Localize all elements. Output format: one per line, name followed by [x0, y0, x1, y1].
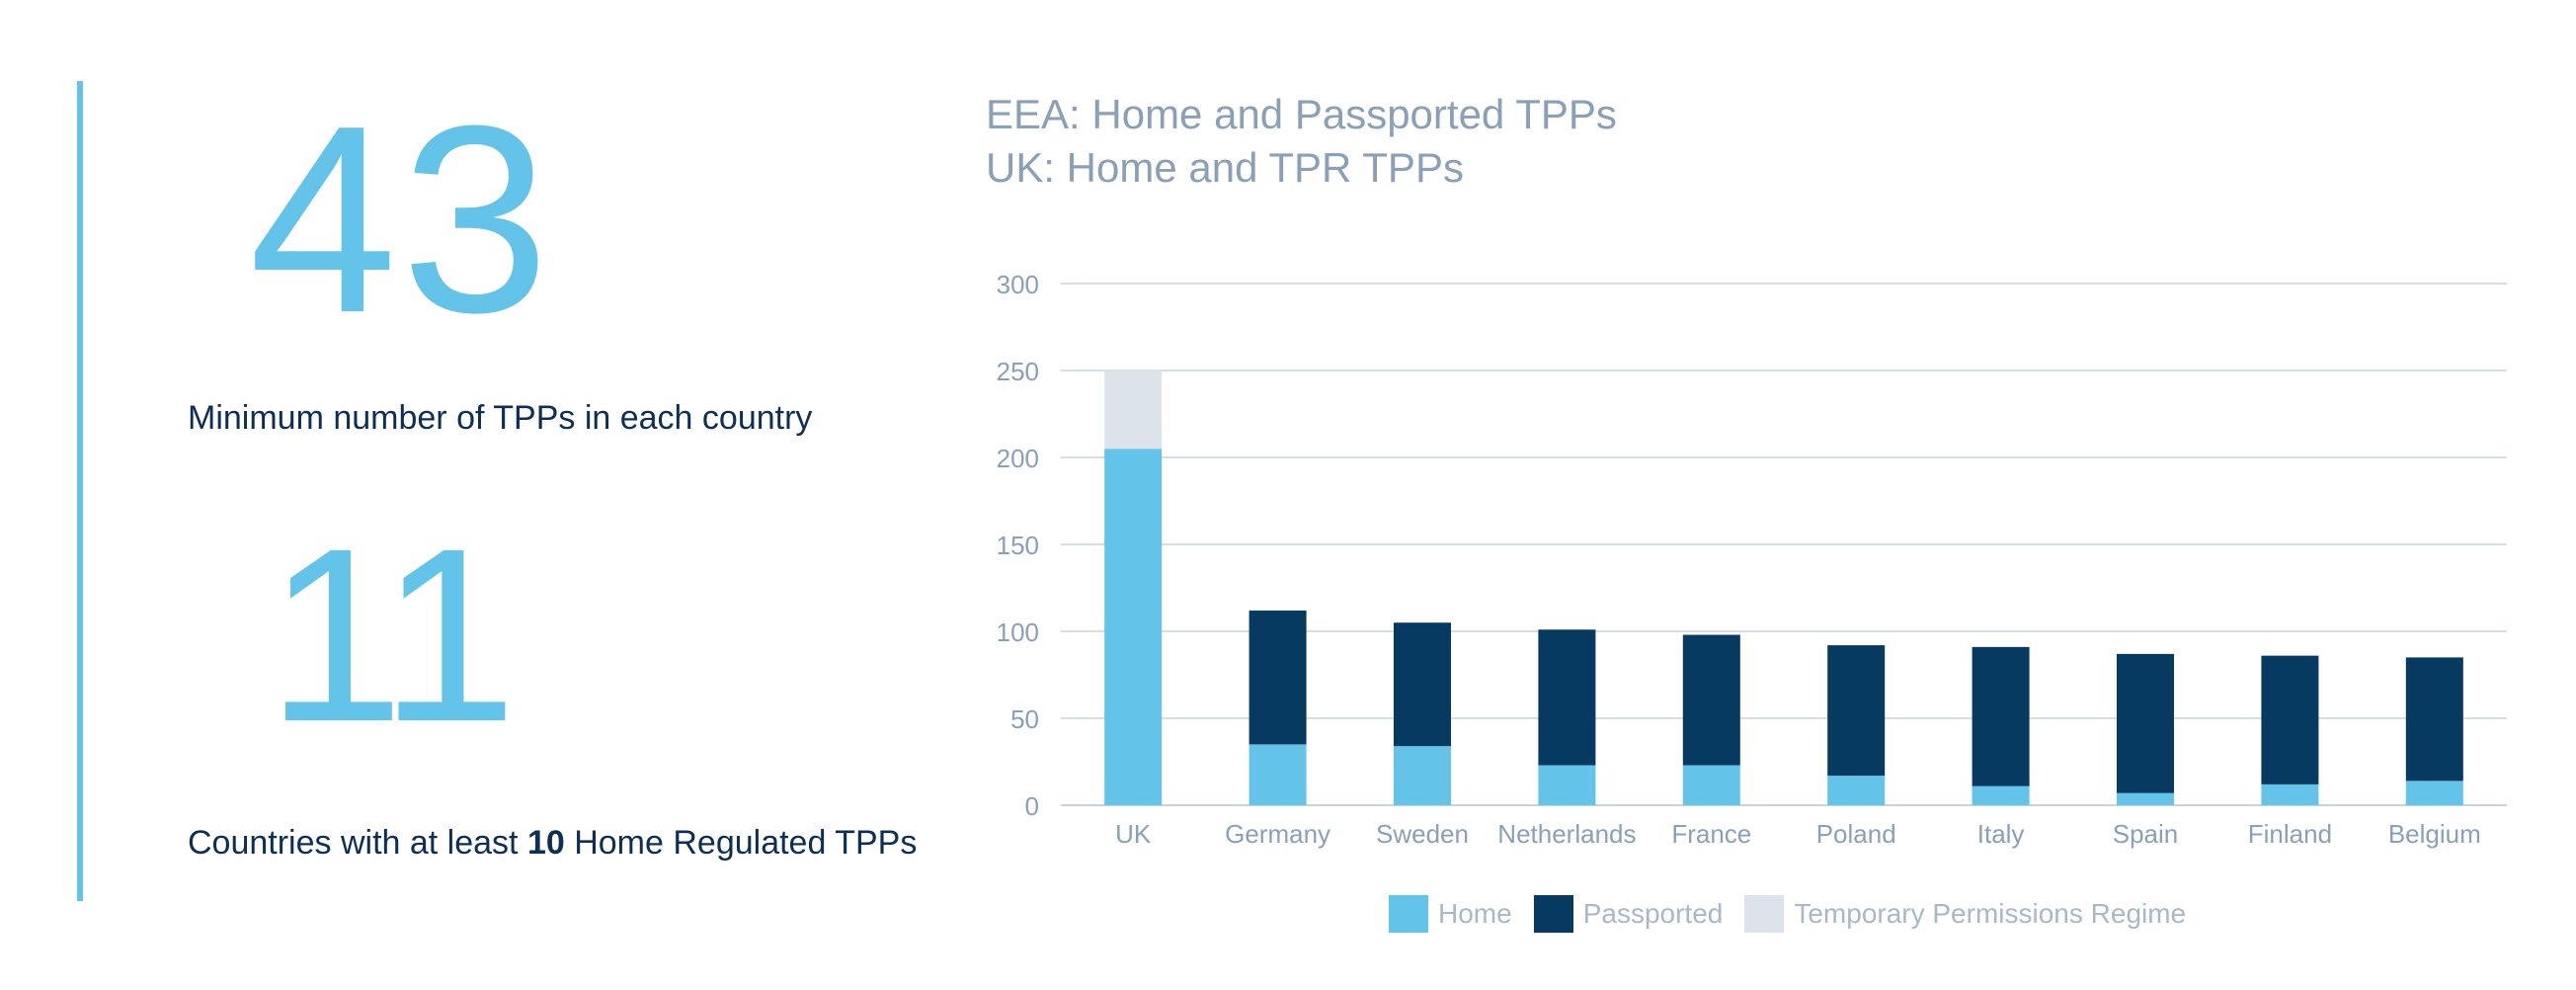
chart-title-line-2: UK: Home and TPR TPPs — [986, 144, 1464, 191]
bar-home — [1538, 765, 1596, 805]
bar-home — [1972, 785, 2030, 805]
bar-home — [1248, 744, 1307, 805]
x-tick-label: UK — [1115, 819, 1152, 849]
bar-home — [2117, 792, 2174, 805]
y-tick-label: 150 — [997, 531, 1039, 560]
legend-item-home: Home — [1389, 895, 1512, 933]
stat-label-min-tpps: Minimum number of TPPs in each country — [188, 399, 813, 437]
bar-passported — [2405, 657, 2463, 782]
bar-home — [1104, 449, 1163, 805]
bar-home — [2261, 784, 2319, 805]
stat-value-countries: 11 — [267, 497, 518, 773]
bar-passported — [1972, 646, 2030, 786]
x-tick-label: Italy — [1977, 819, 2025, 849]
bar-home — [1827, 776, 1886, 805]
bar-passported — [1248, 610, 1307, 745]
x-tick-label: Finland — [2248, 819, 2332, 849]
bar-temporary-permissions-regime — [1104, 371, 1163, 450]
stat-label-countries-post: Home Regulated TPPs — [564, 824, 918, 862]
x-tick-label: Germany — [1225, 819, 1330, 849]
legend-item-passported: Passported — [1533, 895, 1724, 933]
stat-label-countries-pre: Countries with at least — [188, 824, 527, 862]
bar-home — [2405, 781, 2463, 805]
bar-passported — [1682, 634, 1740, 766]
y-tick-label: 300 — [997, 270, 1039, 299]
legend-label-tpr: Temporary Permissions Regime — [1794, 898, 2187, 929]
legend-swatch-passported — [1533, 895, 1573, 933]
bar-passported — [1827, 645, 1886, 777]
stat-value-min-tpps: 43 — [249, 71, 554, 369]
y-tick-label: 200 — [997, 444, 1039, 473]
legend-swatch-home — [1389, 895, 1428, 933]
x-tick-label: Poland — [1816, 819, 1896, 849]
y-tick-label: 50 — [1010, 704, 1039, 734]
bar-passported — [2117, 653, 2174, 793]
x-tick-label: Netherlands — [1497, 819, 1636, 849]
bar-passported — [2261, 655, 2319, 784]
x-tick-label: Spain — [2113, 819, 2179, 849]
x-tick-label: Belgium — [2388, 819, 2481, 849]
y-tick-label: 0 — [1025, 791, 1039, 821]
bar-home — [1394, 746, 1451, 805]
legend-item-tpr: Temporary Permissions Regime — [1744, 895, 2186, 933]
legend-label-home: Home — [1438, 898, 1512, 929]
chart-legend: Home Passported Temporary Permissions Re… — [1389, 895, 2208, 933]
accent-divider — [77, 81, 83, 901]
bar-passported — [1394, 622, 1451, 747]
chart-title-line-1: EEA: Home and Passported TPPs — [986, 91, 1617, 137]
legend-label-passported: Passported — [1582, 898, 1724, 929]
stat-label-countries: Countries with at least 10 Home Regulate… — [188, 824, 917, 863]
legend-swatch-tpr — [1744, 895, 1785, 933]
stat-label-countries-bold: 10 — [526, 824, 565, 862]
x-tick-label: Sweden — [1376, 819, 1469, 849]
bar-passported — [1538, 629, 1596, 766]
y-tick-label: 100 — [997, 618, 1039, 647]
x-tick-label: France — [1671, 819, 1751, 849]
y-tick-label: 250 — [997, 357, 1039, 386]
bar-home — [1682, 765, 1740, 805]
